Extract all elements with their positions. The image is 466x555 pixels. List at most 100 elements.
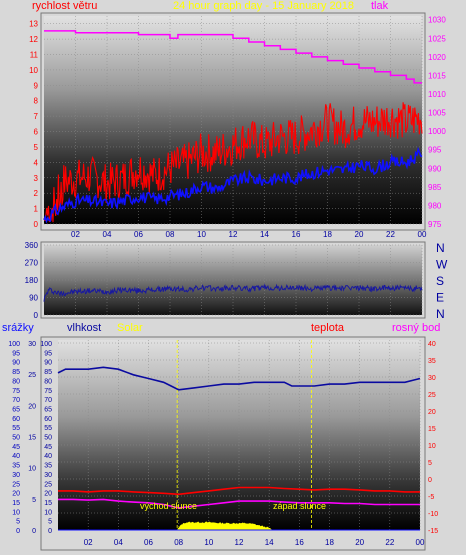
time-tick-label: 00 — [418, 230, 427, 239]
pressure-axis-title: tlak — [371, 0, 389, 12]
humidity-line — [57, 366, 421, 391]
humidity-scale-tick-label: 65 — [44, 406, 52, 413]
pressure-tick-label: 1000 — [428, 127, 446, 136]
rain-tick-label: 50 — [12, 435, 20, 442]
rain-tick-label: 95 — [12, 350, 20, 357]
rain-tick-label: 10 — [12, 509, 20, 516]
pressure-tick-label: 1025 — [428, 34, 446, 43]
compass-label: N — [436, 241, 445, 255]
time-tick-label: 06 — [144, 538, 153, 547]
humidity-scale-tick-label: 70 — [44, 397, 52, 404]
time-tick-label: 12 — [235, 538, 244, 547]
pressure-tick-label: 1010 — [428, 90, 446, 99]
solar-tick-label: 30 — [28, 341, 36, 348]
pressure-tick-label: 1020 — [428, 53, 446, 62]
pressure-tick-label: 1015 — [428, 71, 446, 80]
wind-pressure-panel: 0123456789101112139759809859909951000100… — [29, 0, 446, 239]
temperature-tick-label: 10 — [428, 443, 436, 450]
temperature-tick-label: 30 — [428, 375, 436, 382]
panel1-series — [43, 30, 423, 224]
humidity-scale-tick-label: 100 — [40, 341, 52, 348]
solar-tick-label: 20 — [28, 403, 36, 410]
time-tick-label: 14 — [260, 230, 269, 239]
rain-tick-label: 30 — [12, 472, 20, 479]
rain-tick-label: 40 — [12, 453, 20, 460]
humidity-scale-tick-label: 55 — [44, 425, 52, 432]
graph-title: 24 hour graph day - 15 January 2018 — [173, 0, 354, 12]
dewpoint-axis-title: rosný bod — [392, 322, 440, 334]
compass-label: N — [436, 307, 445, 321]
wind-tick-label: 13 — [29, 20, 38, 29]
temperature-tick-label: -5 — [428, 494, 434, 501]
solar-area — [176, 521, 274, 531]
wind-gust-line — [43, 102, 423, 223]
time-tick-label: 16 — [292, 230, 301, 239]
temperature-tick-label: 5 — [428, 460, 432, 467]
time-tick-label: 10 — [204, 538, 213, 547]
pressure-tick-label: 975 — [428, 220, 442, 229]
rain-tick-label: 65 — [12, 406, 20, 413]
pressure-line — [44, 30, 422, 84]
rain-tick-label: 45 — [12, 444, 20, 451]
wind-direction-line — [43, 283, 423, 302]
wind-tick-label: 11 — [30, 51, 39, 60]
time-tick-label: 06 — [134, 230, 143, 239]
temperature-tick-label: -10 — [428, 511, 438, 518]
temperature-tick-label: 40 — [428, 341, 436, 348]
humidity-scale-tick-label: 80 — [44, 378, 52, 385]
rain-axis-title: srážky — [2, 322, 34, 334]
wind-average-line — [43, 146, 423, 224]
rain-tick-label: 100 — [8, 341, 20, 348]
time-tick-label: 10 — [197, 230, 206, 239]
solar-axis-title: Solar — [117, 322, 143, 334]
humidity-scale-tick-label: 30 — [44, 472, 52, 479]
time-tick-label: 18 — [323, 230, 332, 239]
humidity-scale-tick-label: 50 — [44, 435, 52, 442]
pressure-tick-label: 980 — [428, 201, 442, 210]
sunrise-label: východ slunce — [140, 501, 197, 511]
time-tick-label: 02 — [71, 230, 80, 239]
sunset-label: západ slunce — [273, 501, 326, 511]
rain-tick-label: 80 — [12, 378, 20, 385]
time-tick-label: 02 — [84, 538, 93, 547]
time-tick-label: 04 — [103, 230, 112, 239]
compass-label: E — [436, 291, 444, 305]
time-tick-label: 04 — [114, 538, 123, 547]
time-tick-label: 14 — [265, 538, 274, 547]
time-tick-label: 16 — [295, 538, 304, 547]
temperature-tick-label: 20 — [428, 409, 436, 416]
humidity-scale-tick-label: 40 — [44, 453, 52, 460]
time-tick-label: 08 — [174, 538, 183, 547]
panel1-ticks: 0123456789101112139759809859909951000100… — [29, 16, 446, 239]
humidity-scale-tick-label: 15 — [44, 500, 52, 507]
time-tick-label: 20 — [355, 230, 364, 239]
panel3-grid — [58, 340, 421, 531]
humidity-scale-tick-label: 45 — [44, 444, 52, 451]
rain-tick-label: 15 — [12, 500, 20, 507]
pressure-tick-label: 1005 — [428, 109, 446, 118]
humidity-scale-tick-label: 5 — [48, 519, 52, 526]
temperature-tick-label: 15 — [428, 426, 436, 433]
compass-label: S — [436, 274, 444, 288]
wind-tick-label: 9 — [34, 81, 39, 90]
rain-tick-label: 90 — [12, 360, 20, 367]
rain-tick-label: 35 — [12, 463, 20, 470]
rain-tick-label: 70 — [12, 397, 20, 404]
pressure-tick-label: 995 — [428, 146, 442, 155]
temperature-tick-label: 25 — [428, 392, 436, 399]
time-tick-label: 20 — [355, 538, 364, 547]
wind-tick-label: 6 — [34, 128, 39, 137]
direction-tick-label: 90 — [29, 294, 38, 303]
wind-tick-label: 4 — [34, 158, 39, 167]
wind-tick-label: 3 — [34, 174, 39, 183]
wind-tick-label: 10 — [29, 66, 38, 75]
rain-tick-label: 0 — [16, 528, 20, 535]
humidity-scale-tick-label: 10 — [44, 509, 52, 516]
humidity-scale-tick-label: 20 — [44, 491, 52, 498]
pressure-tick-label: 1030 — [428, 16, 446, 25]
panel3-series — [57, 340, 421, 531]
humidity-scale-tick-label: 60 — [44, 416, 52, 423]
